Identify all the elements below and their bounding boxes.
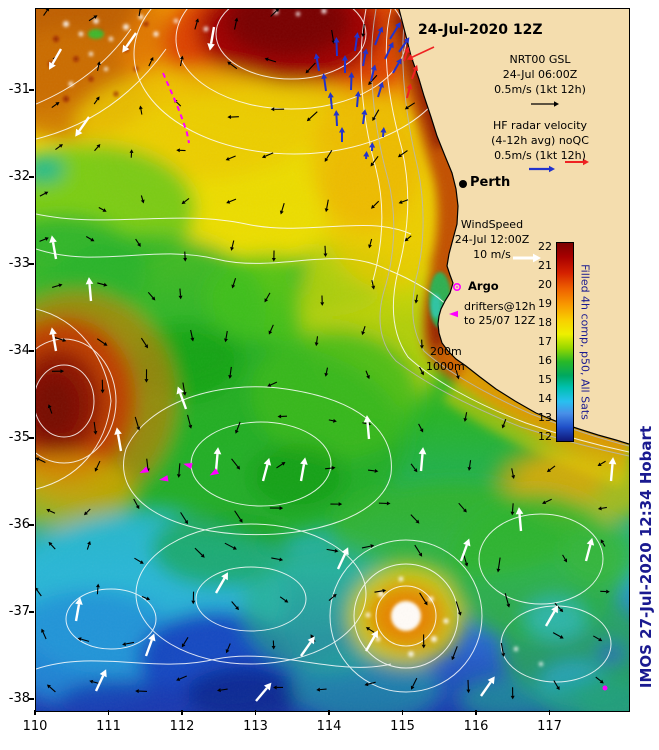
legend-hf-radar-block: HF radar velocity (4-12h avg) noQC 0.5m/…: [455, 118, 625, 163]
x-axis-tick: [107, 710, 110, 715]
x-axis-tick-label: 116: [463, 719, 489, 734]
y-axis-tick: [29, 263, 34, 265]
current-and-wind-arrows-layer: [36, 9, 617, 702]
legend-nrt-line1: NRT00 GSL: [509, 53, 571, 66]
colorbar-tick-label: 15: [538, 373, 552, 386]
y-axis-tick-label: -38: [8, 691, 30, 706]
colorbar-label: Filled 4h comp, p50, All Sats: [578, 264, 592, 420]
y-axis-tick-label: -31: [8, 82, 30, 97]
legend-wind-line3: 10 m/s: [473, 248, 511, 261]
y-axis-tick: [29, 89, 34, 91]
temperature-colorbar: [556, 242, 574, 442]
depth-contour-200m-label: 200m: [430, 345, 462, 358]
y-axis-tick-label: -35: [8, 430, 30, 445]
x-axis-tick: [401, 710, 404, 715]
y-axis-tick: [29, 698, 34, 700]
imos-watermark: IMOS 27-Jul-2020 12:34 Hobart: [637, 425, 655, 689]
legend-wind-line1: WindSpeed: [460, 218, 524, 231]
y-axis-tick-label: -37: [8, 604, 30, 619]
colorbar-tick-label: 12: [538, 430, 552, 443]
depth-contour-1000m-label: 1000m: [426, 360, 465, 373]
y-axis-tick-label: -36: [8, 517, 30, 532]
legend-drifters-block: drifters@12h to 25/07 12Z: [464, 300, 574, 328]
x-axis-tick: [34, 710, 36, 715]
colorbar-tick-label: 13: [538, 411, 552, 424]
legend-wind-block: WindSpeed 24-Jul 12:00Z 10 m/s: [432, 217, 552, 262]
y-axis-tick: [29, 176, 34, 178]
x-axis-tick: [328, 710, 330, 715]
x-axis-tick: [181, 710, 183, 715]
x-axis-tick-label: 117: [537, 719, 562, 734]
colorbar-tick-label: 22: [538, 240, 552, 253]
y-axis-tick-label: -33: [8, 256, 30, 271]
x-axis-tick: [548, 710, 551, 715]
y-axis-tick: [29, 611, 34, 613]
y-axis-tick: [29, 350, 34, 352]
legend-hf-line3: 0.5m/s (1kt 12h): [494, 149, 586, 162]
legend-wind-line2: 24-Jul 12:00Z: [454, 233, 530, 246]
colorbar-tick-label: 19: [538, 297, 552, 310]
markers-layer: [139, 46, 608, 691]
sst-map: [35, 8, 630, 712]
colorbar-tick-label: 14: [538, 392, 552, 405]
y-axis-tick: [29, 437, 34, 439]
colorbar-tick-label: 21: [538, 259, 552, 272]
x-axis-tick-label: 112: [169, 719, 195, 734]
y-axis-tick: [29, 524, 34, 526]
coastline: [398, 9, 629, 445]
sst-map-canvas: [36, 9, 629, 711]
x-axis-tick-label: 114: [316, 719, 342, 734]
legend-hf-line2: (4-12h avg) noQC: [491, 134, 589, 147]
legend-drifters-line2: to 25/07 12Z: [464, 314, 536, 327]
colorbar-tick-label: 16: [538, 354, 552, 367]
x-axis-tick-label: 115: [390, 719, 415, 734]
x-axis-tick: [475, 710, 477, 715]
x-axis-tick-label: 110: [22, 719, 48, 734]
colorbar-tick-label: 18: [538, 316, 552, 329]
legend-nrt-block: NRT00 GSL 24-Jul 06:00Z 0.5m/s (1kt 12h): [460, 52, 620, 97]
legend-nrt-line2: 24-Jul 06:00Z: [502, 68, 578, 81]
x-axis-tick: [254, 710, 257, 715]
legend-drifters-line1: drifters@12h: [464, 300, 536, 313]
perth-label: Perth: [470, 175, 511, 190]
argo-label: Argo: [468, 279, 499, 293]
x-axis-tick-label: 113: [243, 719, 268, 734]
legend-hf-line1: HF radar velocity: [492, 119, 588, 132]
legend-nrt-line3: 0.5m/s (1kt 12h): [494, 83, 586, 96]
colorbar-tick-label: 20: [538, 278, 552, 291]
map-title: 24-Jul-2020 12Z: [418, 22, 543, 38]
colorbar-tick-label: 17: [538, 335, 552, 348]
x-axis-tick-label: 111: [96, 719, 121, 734]
y-axis-tick-label: -32: [8, 169, 30, 184]
y-axis-tick-label: -34: [8, 343, 30, 358]
